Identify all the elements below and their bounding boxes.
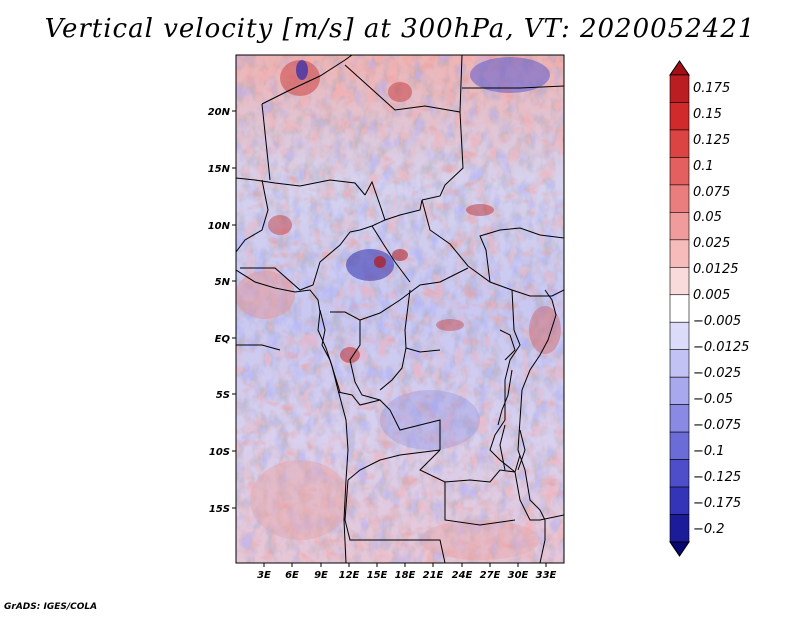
- colorbar-cell: [669, 486, 690, 515]
- colorbar-cell: [669, 157, 690, 186]
- colorbar-cell: [669, 129, 690, 158]
- colorbar-cell: [669, 74, 690, 103]
- colorbar-label: −0.175: [693, 496, 741, 511]
- lat-label: 10S: [209, 447, 230, 458]
- colorbar-label: 0.0125: [693, 262, 739, 277]
- lon-label: 30E: [508, 570, 529, 581]
- colorbar-top-arrow: [669, 60, 690, 76]
- colorbar-cell: [669, 514, 690, 543]
- colorbar-label: −0.005: [693, 314, 741, 329]
- colorbar-label: −0.0125: [693, 340, 749, 355]
- lat-label: EQ: [215, 334, 231, 345]
- lon-label: 12E: [339, 570, 360, 581]
- lat-label: 15N: [208, 164, 231, 175]
- lon-label: 33E: [536, 570, 557, 581]
- colorbar-cell: [669, 102, 690, 131]
- colorbar-label: 0.15: [693, 107, 722, 122]
- map-frame: [235, 54, 565, 564]
- colorbar-cell: [669, 431, 690, 460]
- colorbar-cell: [669, 239, 690, 268]
- colorbar-label: −0.075: [693, 418, 741, 433]
- colorbar-label: 0.075: [693, 185, 730, 200]
- colorbar-cell: [669, 376, 690, 405]
- colorbar-cell: [669, 404, 690, 433]
- lon-label: 18E: [395, 570, 416, 581]
- lat-label: 10N: [208, 221, 231, 232]
- country-borders: [236, 55, 564, 563]
- lon-label: 15E: [367, 570, 388, 581]
- colorbar-label: 0.005: [693, 288, 730, 303]
- lon-label: 24E: [452, 570, 473, 581]
- velocity-field: [236, 55, 564, 563]
- colorbar-cell: [669, 266, 690, 296]
- colorbar: 0.175 0.15 0.125 0.1 0.075 0.05 0.025 0.…: [669, 60, 749, 557]
- colorbar-bottom-arrow: [669, 541, 690, 557]
- colorbar-cell: [669, 459, 690, 488]
- lat-label: 5S: [216, 390, 230, 401]
- colorbar-label: −0.025: [693, 366, 741, 381]
- lon-label: 27E: [480, 570, 501, 581]
- colorbar-label: 0.05: [693, 210, 722, 225]
- colorbar-label: 0.125: [693, 133, 730, 148]
- lat-label: 15S: [209, 504, 230, 515]
- coastline: [236, 269, 557, 563]
- grads-credit: GrADS: IGES/COLA: [4, 602, 98, 612]
- longitude-axis: 3E 6E 9E 12E 15E 18E 21E 24E 27E 30E 33E: [257, 563, 557, 581]
- colorbar-cell: [669, 184, 690, 213]
- lon-label: 6E: [285, 570, 299, 581]
- colorbar-label: 0.025: [693, 236, 730, 251]
- lon-label: 21E: [423, 570, 444, 581]
- colorbar-cell: [669, 294, 690, 323]
- colorbar-label: −0.125: [693, 470, 741, 485]
- colorbar-cell: [669, 349, 690, 378]
- lon-label: 9E: [314, 570, 328, 581]
- lat-label: 20N: [208, 107, 231, 118]
- colorbar-label: −0.2: [693, 522, 725, 537]
- lat-label: 5N: [215, 277, 231, 288]
- colorbar-label: 0.175: [693, 81, 730, 96]
- colorbar-label: −0.1: [693, 444, 725, 459]
- colorbar-cell: [669, 212, 690, 241]
- latitude-axis: 20N 15N 10N 5N EQ 5S 10S 15S: [208, 107, 236, 515]
- lon-label: 3E: [257, 570, 271, 581]
- colorbar-label: 0.1: [693, 159, 714, 174]
- colorbar-label: −0.05: [693, 392, 733, 407]
- map-title: Vertical velocity [m/s] at 300hPa, VT: 2…: [44, 14, 756, 44]
- colorbar-cell: [669, 321, 690, 351]
